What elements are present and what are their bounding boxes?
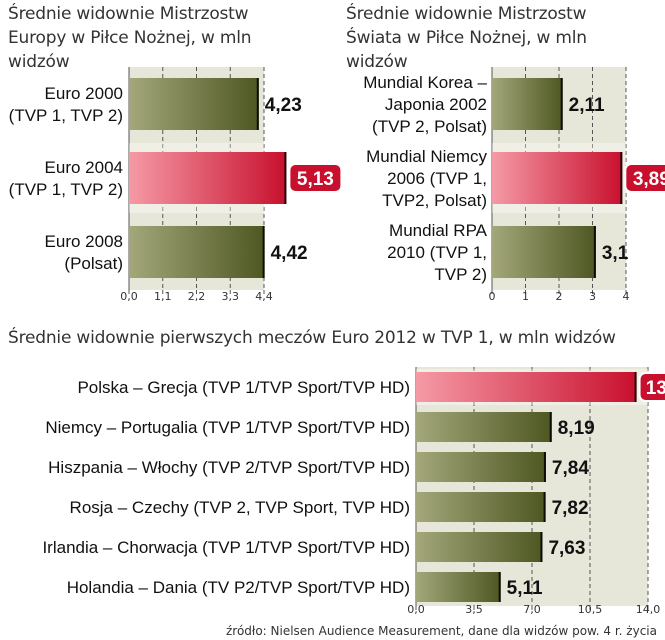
category-label: 2010 (TVP 1, [387,243,487,262]
bar [416,492,546,522]
bar-end [634,372,637,402]
category-label: TVP 2) [434,265,487,284]
chart-title-euro: Średnie widownie Mistrzostw Europy w Pił… [8,4,252,72]
value-label: 7,84 [552,458,589,479]
category-label: Mundial RPA [389,221,488,240]
category-label: Mundial Niemcy [366,147,487,166]
bar [129,78,259,130]
value-label: 5,13 [297,169,334,190]
category-label: Irlandia – Chorwacja (TVP 1/TVP Sport/TV… [42,538,410,557]
category-label: Rosja – Czechy (TVP 2, TVP Sport, TVP HD… [70,498,410,517]
tick-label: 1 [522,290,529,303]
chart-title-mundial: Średnie widownie Mistrzostw Świata w Pił… [346,4,587,72]
category-label: Hiszpania – Włochy (TVP 2/TVP Sport/TVP … [48,458,410,477]
chart-title-euro2012: Średnie widownie pierwszych meczów Euro … [8,328,616,348]
bar [492,78,563,130]
category-label: TVP2, Polsat) [382,191,487,210]
tick-label: 1,1 [154,290,172,303]
tick-label: 0,0 [407,603,425,616]
bar-end [540,532,543,562]
category-label: Euro 2000 [45,84,123,103]
bar [416,532,543,562]
bar-end [620,152,623,204]
bar-end [543,452,546,482]
category-label: (TVP 1, TVP 2) [9,180,123,199]
bar-end [284,152,287,204]
value-label: 8,19 [558,418,595,439]
source-footer: źródło: Nielsen Audience Measurement, da… [225,624,657,638]
category-label: Niemcy – Portugalia (TVP 1/TVP Sport/TVP… [45,418,410,437]
bar-end [498,572,501,602]
value-badge [638,372,665,402]
tick-label: 4 [623,290,630,303]
bar-end [256,78,259,130]
tick-label: 3,3 [222,290,240,303]
tick-label: 0,0 [120,290,138,303]
bar-end [549,412,552,442]
tick-label: 3 [589,290,596,303]
category-label: Japonia 2002 [385,95,487,114]
tick-label: 2,2 [188,290,206,303]
bar [416,372,637,402]
bar-end [543,492,546,522]
value-label: 13,31 [646,378,665,399]
tick-label: 10,5 [578,603,603,616]
category-label: (Polsat) [64,254,123,273]
value-label: 4,23 [265,95,302,116]
chart-0: 0,0 1,1 2,2 3,3 4,4 Euro 2000 (TVP 1, TVP 2) 4,… [9,67,343,303]
bar-end [593,226,596,278]
bar [129,226,265,278]
bar-end [560,78,563,130]
category-label: (TVP 2, Polsat) [372,117,487,136]
bar [492,226,596,278]
category-label: 2006 (TVP 1, [387,169,487,188]
chart-2: 0,0 3,5 7,0 10,5 14,0 Polska – Grecja (TVP 1/… [42,367,665,616]
category-label: Holandia – Dania (TV P2/TVP Sport/TVP HD… [67,578,410,597]
bar [492,152,623,204]
category-label: Euro 2008 [45,232,123,251]
tick-label: 7,0 [523,603,541,616]
chart-1: 0 1 2 3 4 Mundial Korea – Japonia 2002 (TVP 2, … [363,67,665,303]
value-label: 2,11 [569,95,605,116]
tick-label: 0 [489,290,496,303]
bar [416,452,546,482]
tick-label: 14,0 [636,603,661,616]
value-badge [288,163,343,193]
tick-label: 3,5 [465,603,483,616]
value-label: 4,42 [271,243,308,264]
value-label: 7,82 [552,498,589,519]
bar [129,152,287,204]
value-label: 3,1 [602,243,629,264]
tick-label: 4,4 [255,290,273,303]
value-badge [624,163,665,193]
category-label: (TVP 1, TVP 2) [9,106,123,125]
tick-label: 2 [556,290,563,303]
category-label: Euro 2004 [45,158,123,177]
category-label: Polska – Grecja (TVP 1/TVP Sport/TVP HD) [77,378,410,397]
bar-end [262,226,265,278]
value-label: 7,63 [548,538,585,559]
category-label: Mundial Korea – [363,73,487,92]
value-label: 5,11 [507,578,543,599]
value-label: 3,89 [633,169,665,190]
bar [416,572,501,602]
bar [416,412,552,442]
